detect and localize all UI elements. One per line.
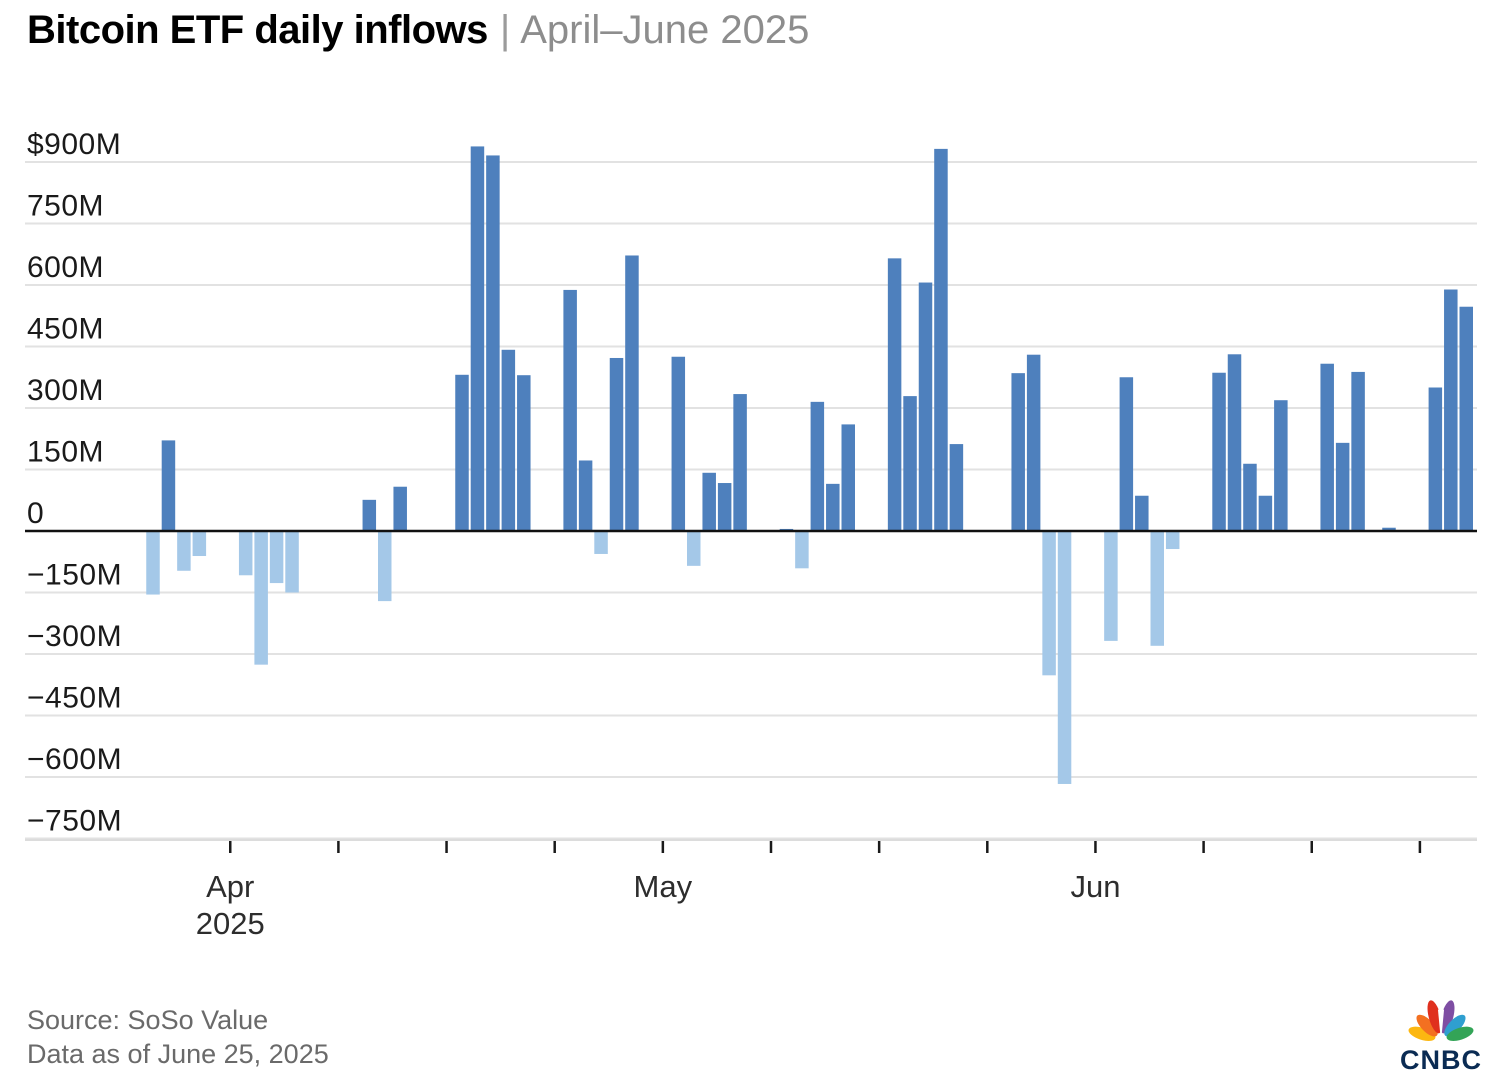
peacock-feather [1439, 1000, 1455, 1034]
bar-apr-1 [146, 531, 160, 595]
bar-apr-21 [455, 374, 469, 531]
bar-apr-16 [378, 531, 392, 602]
bar-may-7 [702, 472, 716, 531]
bar-may-23 [949, 444, 964, 531]
bar-may-21 [918, 282, 933, 531]
peacock-body [1438, 1006, 1444, 1042]
bar-may-2 [625, 255, 639, 532]
peacock-feather [1444, 1014, 1466, 1037]
bar-apr-4 [192, 531, 207, 557]
y-axis-label: $900M [27, 128, 121, 161]
y-axis-label: 750M [27, 190, 104, 223]
bar-may-13 [795, 531, 809, 569]
cnbc-logo: CNBC [1398, 996, 1484, 1075]
bar-jun-10 [1227, 354, 1242, 531]
bar-may-27 [1011, 373, 1025, 531]
bar-may-28 [1026, 354, 1041, 531]
x-axis-month-label: Jun [1070, 869, 1120, 904]
bar-may-6 [687, 531, 701, 566]
bar-may-20 [903, 396, 917, 531]
peacock-icon [1408, 1000, 1474, 1042]
y-axis-label: 150M [27, 436, 104, 469]
bar-may-14 [810, 401, 825, 531]
y-axis-label: 600M [27, 251, 104, 284]
y-axis-label: 0 [27, 497, 44, 530]
source-line: Source: SoSo Value [27, 1005, 269, 1035]
y-axis-label: −450M [27, 682, 122, 715]
bar-apr-22 [470, 146, 485, 532]
peacock-feather [1416, 1014, 1438, 1037]
bar-apr-7 [238, 531, 253, 576]
y-axis-label: 300M [27, 374, 104, 407]
bar-apr-10 [285, 531, 299, 593]
bar-apr-25 [517, 375, 531, 531]
bar-apr-17 [393, 486, 407, 531]
bar-may-19 [887, 258, 902, 531]
page-subtitle: April–June 2025 [520, 8, 810, 52]
bar-may-5 [671, 356, 686, 531]
bar-jun-4 [1135, 495, 1149, 531]
chart-header: Bitcoin ETF daily inflows | April–June 202… [27, 8, 809, 53]
bar-apr-2 [161, 440, 176, 531]
bar-may-30 [1057, 531, 1072, 784]
bar-jun-23 [1428, 387, 1443, 531]
bar-may-9 [733, 394, 747, 531]
bar-apr-9 [269, 531, 284, 584]
bar-jun-12 [1258, 495, 1273, 531]
bar-may-1 [609, 357, 624, 531]
bar-may-15 [826, 483, 840, 531]
bar-jun-25 [1459, 306, 1473, 531]
bar-jun-2 [1104, 531, 1118, 641]
bar-jun-16 [1320, 363, 1334, 531]
y-axis-label: 450M [27, 313, 104, 346]
title-separator: | [499, 8, 511, 52]
bar-may-22 [934, 148, 948, 531]
bar-apr-23 [486, 155, 500, 531]
bar-jun-9 [1212, 372, 1226, 531]
bar-apr-28 [563, 289, 577, 531]
y-axis-label: −150M [27, 559, 122, 592]
bar-apr-3 [177, 531, 191, 571]
source-note: Source: SoSo Value Data as of June 25, 2… [27, 1003, 329, 1071]
bar-apr-15 [362, 499, 377, 531]
bar-jun-3 [1119, 377, 1134, 531]
bar-jun-18 [1351, 371, 1365, 531]
bar-jun-6 [1165, 531, 1180, 550]
x-axis-month-label: Apr [206, 869, 254, 904]
bar-may-8 [717, 483, 732, 531]
bar-may-16 [841, 424, 855, 531]
bar-jun-5 [1150, 531, 1164, 646]
peacock-feather [1446, 1026, 1474, 1041]
bar-jun-20 [1382, 527, 1396, 531]
bar-jun-13 [1274, 400, 1288, 531]
bar-apr-30 [594, 531, 608, 554]
x-axis-month-label: May [634, 869, 693, 904]
data-as-of-line: Data as of June 25, 2025 [27, 1039, 329, 1069]
y-axis-label: −300M [27, 620, 122, 653]
bar-jun-17 [1335, 442, 1350, 531]
peacock-feather [1427, 1000, 1443, 1034]
cnbc-wordmark: CNBC [1400, 1045, 1482, 1075]
page-title: Bitcoin ETF daily inflows [27, 8, 488, 52]
bar-apr-8 [254, 531, 268, 665]
y-axis-label: −750M [27, 805, 122, 838]
bar-jun-11 [1243, 463, 1257, 531]
bar-apr-24 [501, 349, 516, 531]
bar-may-29 [1042, 531, 1056, 676]
y-axis-label: −600M [27, 743, 122, 776]
bar-apr-29 [578, 460, 593, 531]
x-axis-year-label: 2025 [196, 906, 265, 941]
bar-jun-24 [1444, 289, 1458, 531]
